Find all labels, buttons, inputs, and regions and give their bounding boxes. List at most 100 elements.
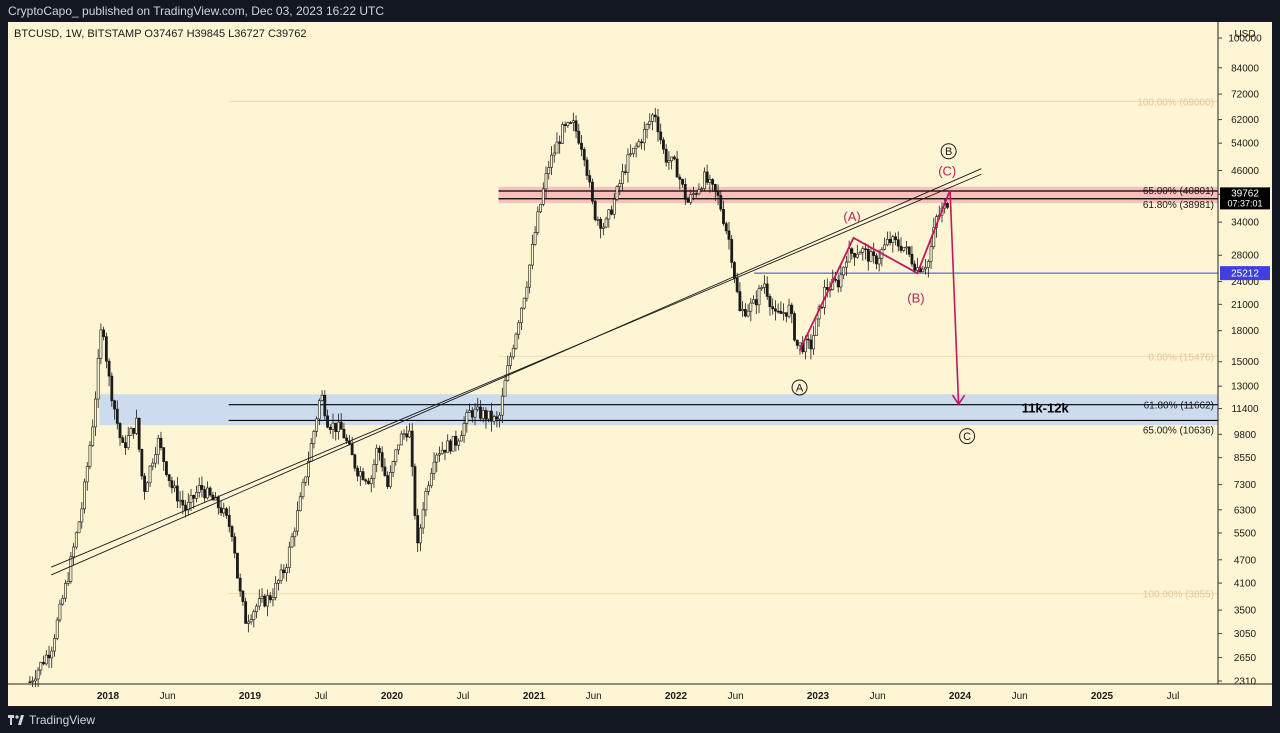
candle — [855, 253, 859, 258]
candle — [653, 114, 657, 118]
candle — [520, 307, 523, 324]
candle — [465, 412, 469, 424]
candle — [328, 426, 332, 430]
candle — [932, 227, 936, 248]
candle — [741, 309, 745, 312]
candle — [910, 253, 914, 265]
candle — [416, 515, 420, 544]
candle — [722, 209, 725, 224]
candle — [771, 306, 775, 310]
candle — [946, 203, 949, 208]
candle — [244, 601, 248, 624]
candle — [793, 313, 796, 341]
candle — [429, 473, 433, 487]
candle — [186, 502, 190, 511]
candle — [222, 508, 226, 514]
candle — [836, 279, 840, 288]
fib-label: 65.00% (10636) — [1143, 425, 1214, 436]
candle — [451, 435, 455, 452]
time-tick-label: 2022 — [665, 691, 688, 702]
candle — [506, 365, 510, 381]
candle — [91, 426, 95, 446]
candle — [686, 199, 690, 203]
candle — [386, 475, 390, 487]
candle — [367, 480, 370, 485]
time-tick-label: Jul — [1167, 691, 1180, 702]
time-tick-label: 2021 — [523, 691, 546, 702]
candle — [104, 336, 108, 362]
candle — [94, 398, 97, 428]
candle — [651, 114, 654, 122]
price-tick-label: 18000 — [1231, 326, 1259, 337]
candle — [697, 189, 701, 195]
candle — [730, 239, 734, 263]
price-tick-label: 84000 — [1231, 63, 1259, 74]
candle — [585, 159, 589, 176]
candle — [263, 595, 267, 607]
candle — [31, 680, 35, 683]
candle — [255, 605, 258, 612]
candle — [763, 283, 766, 288]
price-tick-label: 72000 — [1231, 90, 1259, 101]
candle — [435, 454, 439, 463]
candle — [427, 485, 430, 492]
candle — [372, 464, 376, 479]
candle — [195, 492, 198, 499]
candle — [167, 474, 171, 481]
price-tick-label: 9800 — [1234, 430, 1257, 441]
candle — [413, 466, 417, 516]
candle — [459, 435, 463, 442]
trend-line-lower — [51, 173, 982, 568]
candle — [784, 312, 788, 317]
btc-weekly-chart[interactable]: 100.00% (69000) 65.00% (40801) 61.80% (389… — [8, 22, 1272, 706]
candle — [574, 120, 578, 132]
candle — [702, 171, 706, 190]
time-tick-label: Jul — [457, 691, 470, 702]
candle — [307, 461, 310, 478]
candle — [640, 141, 643, 144]
candle — [547, 167, 551, 174]
candle — [170, 480, 174, 489]
price-tick-label: 21000 — [1231, 300, 1259, 311]
fib-label: 100.00% (3855) — [1143, 590, 1214, 601]
candle — [853, 253, 856, 258]
candle — [77, 521, 81, 534]
candle — [55, 619, 59, 639]
candle — [388, 471, 392, 487]
level-price-value: 25212 — [1231, 269, 1259, 280]
candle — [776, 310, 780, 313]
candle — [72, 546, 75, 558]
candle — [249, 619, 253, 623]
candle — [749, 302, 753, 312]
candle — [47, 654, 51, 659]
symbol-info: BTCUSD, 1W, BITSTAMP O37467 H39845 L3672… — [14, 28, 306, 40]
candle — [746, 310, 750, 317]
candle — [544, 173, 548, 190]
candle — [279, 569, 283, 581]
candle — [610, 209, 613, 215]
candle — [869, 251, 873, 262]
candle — [361, 471, 365, 481]
time-tick-label: 2023 — [807, 691, 830, 702]
price-tick-label: 46000 — [1231, 166, 1259, 177]
time-tick-label: 2018 — [97, 691, 120, 702]
candle — [230, 526, 234, 538]
price-tick-label: 24000 — [1231, 277, 1259, 288]
candle — [601, 226, 605, 229]
candle — [588, 175, 592, 183]
chart-container[interactable]: 100.00% (69000) 65.00% (40801) 61.80% (389… — [8, 22, 1272, 706]
candle — [662, 139, 665, 150]
candle — [61, 597, 65, 605]
candle — [913, 263, 917, 271]
candle — [790, 304, 794, 314]
candle — [274, 582, 278, 598]
candle — [631, 147, 635, 155]
candle — [200, 485, 204, 490]
candle — [692, 193, 695, 195]
candle — [364, 479, 368, 482]
candle — [178, 499, 182, 502]
fib-label: 0.00% (15476) — [1148, 352, 1214, 363]
wave-label: (A) — [843, 209, 860, 224]
wave-label: C — [963, 431, 971, 443]
candle — [708, 179, 712, 183]
